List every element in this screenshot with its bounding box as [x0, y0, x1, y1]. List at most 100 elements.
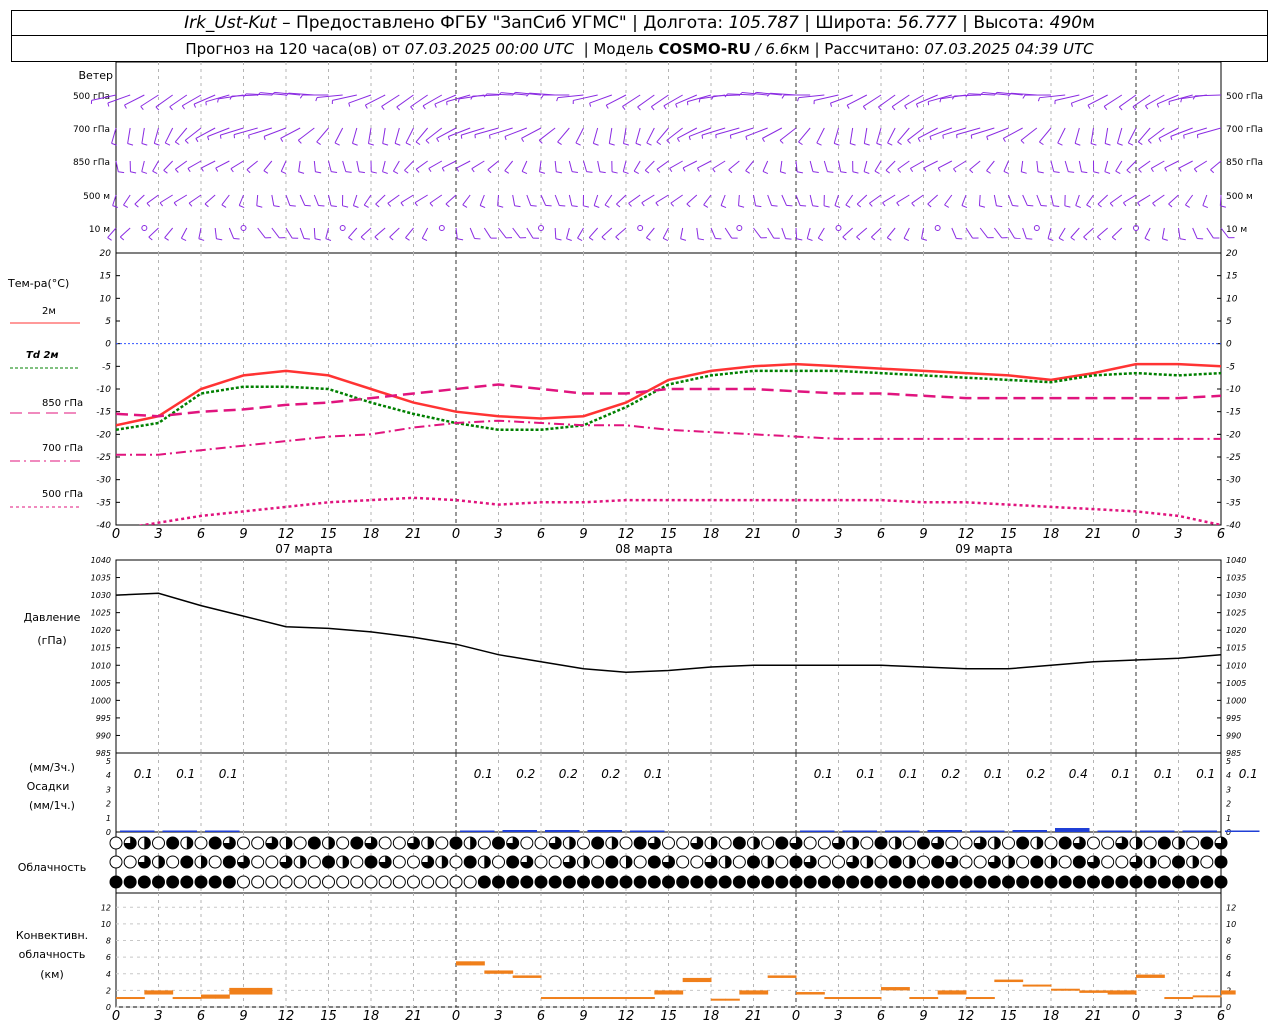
- cloud-cover-symbol: [775, 875, 789, 889]
- cloud-cover-fill: [549, 836, 562, 849]
- hour-label: 6: [197, 527, 205, 542]
- wind-barb: [1058, 227, 1066, 239]
- wind-barb-flag: [662, 237, 669, 242]
- wind-barb: [557, 94, 584, 99]
- wind-barb-flag: [937, 167, 941, 172]
- wind-barb-flag: [850, 143, 856, 146]
- wind-barb: [107, 94, 131, 104]
- wind-barb: [1115, 160, 1123, 172]
- wind-barb-flag: [229, 95, 233, 100]
- wind-barb-flag: [611, 171, 618, 174]
- wind-barb-flag: [1053, 205, 1060, 208]
- wind-barb: [1219, 194, 1222, 206]
- wind-barb: [1090, 127, 1094, 144]
- wind-barb-flag: [382, 171, 388, 174]
- cloud-cover-symbol: [307, 836, 321, 850]
- pressure-tick-label: 1015: [91, 644, 111, 653]
- wind-barb-flag: [462, 204, 468, 208]
- wind-barb-flag: [460, 135, 463, 139]
- temp-tick-label: -10: [96, 385, 111, 395]
- wind-barb: [1097, 194, 1109, 205]
- cloud-cover-symbol: [166, 855, 180, 869]
- alt-value: 490: [1049, 13, 1083, 33]
- wind-barb-flag: [670, 202, 675, 207]
- wind-barb-flag: [827, 171, 834, 173]
- wind-barb-flag: [155, 106, 160, 111]
- conv-bar: [1036, 984, 1052, 987]
- conv-bar: [810, 992, 825, 995]
- wind-barb-flag: [816, 142, 822, 146]
- cloud-cover-symbol: [449, 855, 463, 869]
- hour-label: 15: [1000, 527, 1017, 542]
- wind-barb-flag: [456, 167, 460, 172]
- cloud-cover-symbol: [123, 875, 137, 889]
- conv-bar: [144, 990, 159, 995]
- cloud-cover-fill: [662, 856, 675, 868]
- conv-bar: [257, 987, 273, 995]
- wind-barb-flag: [557, 141, 562, 146]
- conv-tick-label-right: 0: [1226, 1003, 1231, 1012]
- wind-barb: [951, 227, 957, 239]
- wind-barb: [163, 160, 174, 171]
- wind-barb: [554, 194, 560, 206]
- wind-barb-flag: [538, 139, 543, 144]
- wind-barb: [405, 127, 414, 144]
- wind-barb-flag: [696, 167, 700, 172]
- wind-barb: [1168, 94, 1193, 102]
- cloud-cover-symbol: [662, 836, 675, 850]
- conv-bar: [881, 987, 896, 991]
- wind-calm-marker: [736, 225, 743, 231]
- pressure-tick-label: 1000: [91, 696, 111, 705]
- model-res: / 6.6: [755, 40, 790, 58]
- wind-barb: [806, 227, 811, 239]
- wind-barb-flag: [368, 143, 374, 146]
- precip-value-label: 0.2: [559, 767, 578, 781]
- wind-barb-flag: [703, 204, 709, 208]
- cloud-cover-fill: [144, 837, 151, 849]
- cloud-cover-symbol: [534, 855, 548, 869]
- wind-barb-flag: [1145, 105, 1149, 110]
- cloud-cover-symbol: [350, 836, 364, 850]
- temp-tick-label: 20: [100, 249, 112, 259]
- wind-barb-flag: [146, 202, 151, 207]
- wind-calm-marker: [934, 225, 941, 231]
- pressure-tick-label-right: 995: [1226, 714, 1241, 723]
- wind-barb: [838, 160, 842, 172]
- wind-barb: [1057, 127, 1066, 144]
- wind-barb: [394, 127, 400, 144]
- wind-barb-flag: [316, 141, 321, 145]
- model-name: COSMO-RU: [658, 40, 751, 58]
- wind-barb: [198, 227, 202, 239]
- hour-label-bottom: 0: [1132, 1009, 1140, 1024]
- hour-label: 9: [239, 527, 247, 542]
- wind-calm-marker: [339, 225, 346, 231]
- wind-barb-flag: [1183, 134, 1185, 139]
- wind-barb: [1144, 227, 1151, 239]
- wind-barb: [1116, 127, 1123, 144]
- wind-barb: [897, 160, 910, 170]
- wind-barb: [1192, 227, 1198, 239]
- cloud-cover-fill: [705, 856, 717, 868]
- wind-barb: [680, 227, 684, 239]
- cloud-cover-symbol: [477, 836, 491, 850]
- wind-barb: [961, 194, 967, 206]
- precip-value-label: 0.1: [134, 767, 153, 781]
- wind-barb-flag: [436, 138, 440, 143]
- wind-barb: [795, 194, 801, 206]
- wind-barb-flag: [303, 238, 310, 240]
- precip-bar: [630, 830, 665, 832]
- cloud-cover-symbol: [1016, 875, 1030, 889]
- precip-value-label: 0.1: [856, 767, 875, 781]
- cloud-cover-fill: [790, 837, 802, 849]
- wind-barb: [710, 227, 716, 239]
- conv-bar: [895, 987, 910, 991]
- wind-barb-flag: [1068, 171, 1075, 173]
- wind-level-label-right: 700 гПа: [1226, 125, 1263, 135]
- wind-barb-flag: [1168, 203, 1173, 208]
- cloud-cover-symbol: [1058, 836, 1072, 850]
- wind-barb-flag: [141, 143, 148, 146]
- hour-label: 18: [1043, 527, 1060, 542]
- wind-barb-flag: [118, 171, 125, 174]
- wind-barb: [155, 94, 173, 108]
- conv-tick-label-right: 6: [1226, 953, 1231, 962]
